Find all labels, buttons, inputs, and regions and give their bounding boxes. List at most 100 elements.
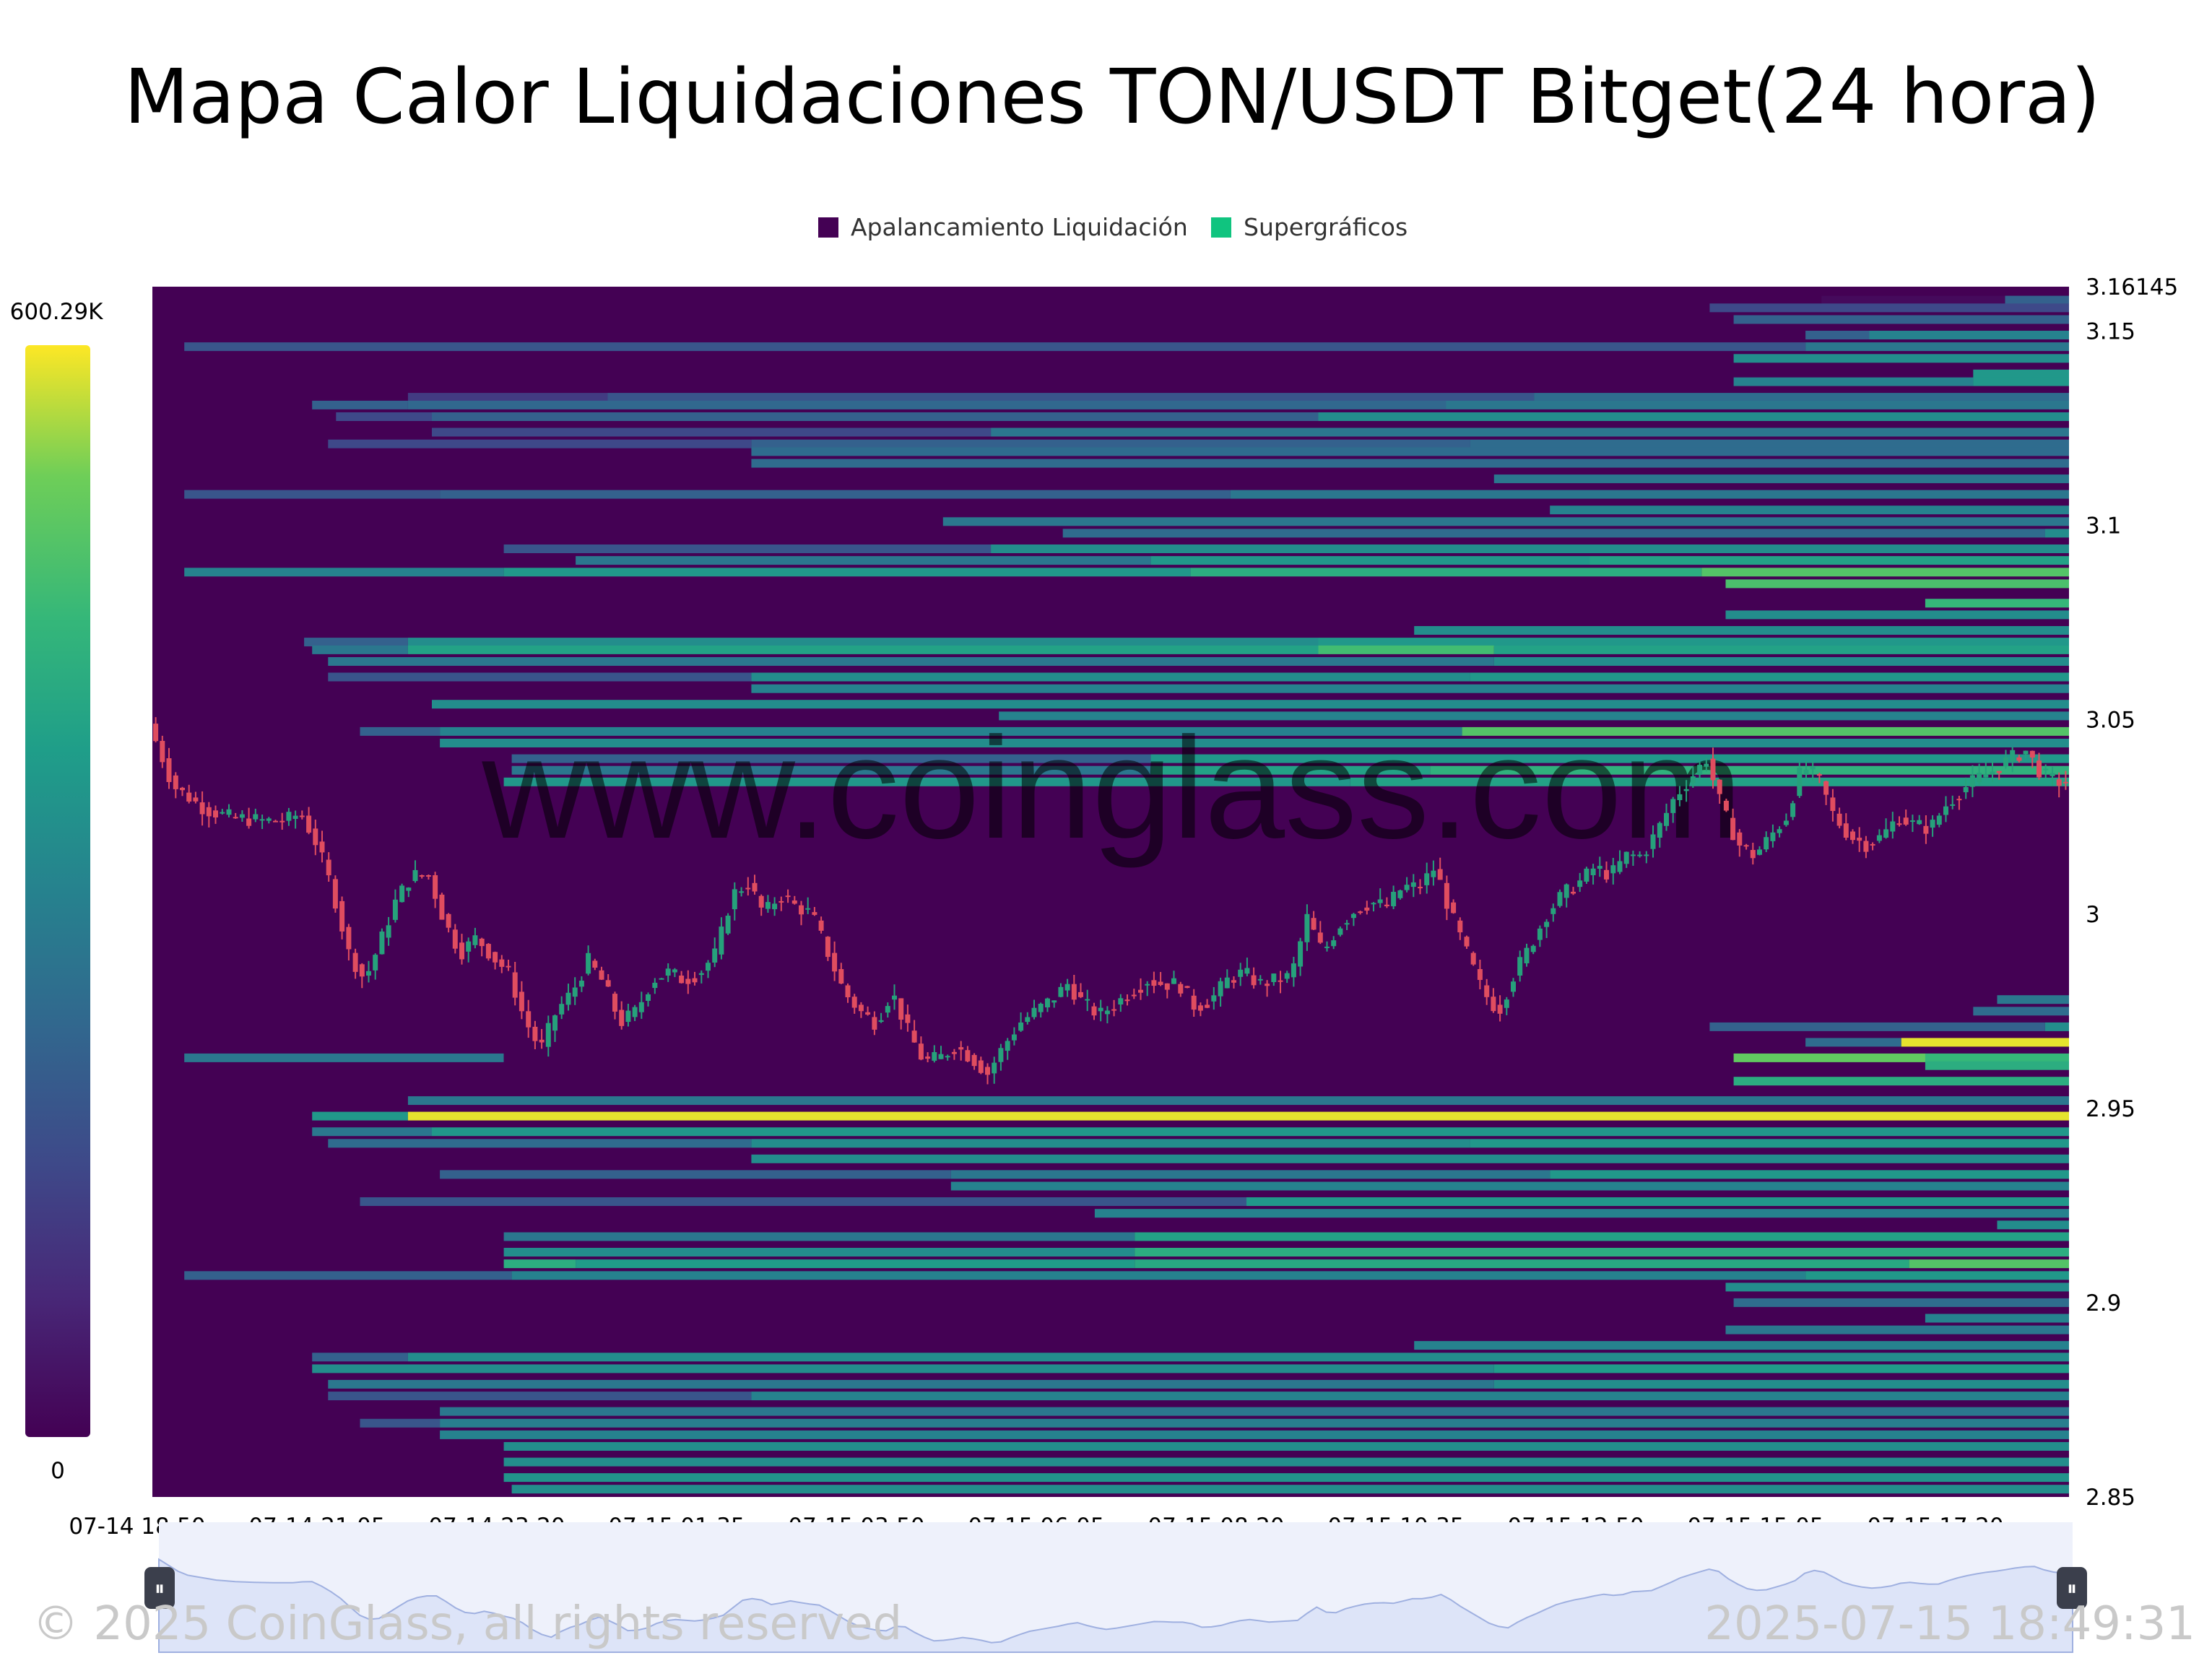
candle-body — [778, 900, 784, 903]
candle-body — [1377, 899, 1383, 903]
heatmap-band-segment — [1725, 1282, 2069, 1292]
candle-body — [1331, 940, 1337, 947]
heatmap-background — [152, 287, 2069, 1497]
heatmap-band-segment — [1318, 412, 2069, 421]
candle-body — [1590, 868, 1596, 875]
heatmap-band-segment — [328, 657, 1494, 666]
heatmap-band-segment — [1733, 315, 2069, 324]
candle-body — [472, 935, 478, 945]
candle-body — [539, 1039, 545, 1043]
heatmap-band-segment — [1925, 1053, 2069, 1062]
heatmap-band-segment — [440, 1170, 951, 1179]
candle-body — [965, 1050, 971, 1062]
legend-item-supercharts[interactable]: Supergráficos — [1211, 213, 1408, 241]
candle-body — [1650, 834, 1656, 849]
candle-body — [512, 972, 518, 998]
candle-body — [193, 797, 199, 802]
candle-body — [1231, 980, 1236, 983]
candle-body — [1437, 869, 1443, 880]
candle-body — [1876, 835, 1882, 841]
candle-body — [1131, 994, 1137, 997]
plot-area[interactable]: www.coinglass.com — [152, 287, 2069, 1497]
range-slider[interactable]: ⏸ ⏸ — [144, 1522, 2087, 1653]
heatmap-band-segment — [1997, 1220, 2069, 1230]
heatmap-band-segment — [440, 1418, 2069, 1428]
heatmap-band-segment — [1230, 490, 2069, 499]
candle-body — [1630, 854, 1636, 856]
heatmap-band-segment — [1709, 1022, 2045, 1031]
candle-body — [1431, 870, 1436, 877]
candle-body — [1011, 1034, 1017, 1041]
heatmap-band-segment — [1589, 556, 2069, 565]
candle-body — [1863, 841, 1869, 852]
candle-body — [1896, 823, 1902, 825]
heatmap-band-segment — [751, 439, 1470, 448]
svg-text:⏸: ⏸ — [2067, 1576, 2077, 1600]
legend-label-supercharts: Supergráficos — [1244, 213, 1408, 241]
candle-body — [1038, 1004, 1044, 1012]
candle-body — [1244, 968, 1250, 974]
candle-body — [1304, 913, 1310, 942]
heatmap-band-segment — [407, 645, 1319, 654]
heatmap-band-segment — [407, 638, 1319, 647]
candle-body — [858, 1004, 864, 1012]
candle-body — [559, 1004, 565, 1015]
legend-item-liquidation-leverage[interactable]: Apalancamiento Liquidación — [818, 213, 1188, 241]
legend-label-liquidation: Apalancamiento Liquidación — [851, 213, 1188, 241]
candle-body — [1830, 797, 1836, 811]
heatmap-band-segment — [1534, 393, 2069, 402]
heatmap-band-segment — [1135, 1232, 2069, 1241]
candle-body — [1178, 984, 1184, 994]
candle-body — [479, 938, 485, 947]
heatmap-band-segment — [312, 400, 408, 409]
heatmap-band-segment — [1973, 377, 2069, 386]
heatmap-band-segment — [328, 439, 752, 448]
candle-body — [239, 814, 245, 818]
candle-body — [1930, 820, 1935, 828]
heatmap-band-segment — [1805, 1271, 2069, 1280]
candle-body — [1610, 865, 1616, 874]
candle-body — [1418, 887, 1423, 889]
candle-body — [1563, 884, 1569, 898]
heatmap-band-segment — [1446, 400, 2069, 409]
candle-body — [406, 887, 412, 891]
heatmap-band-segment — [328, 1379, 1494, 1389]
candle-body — [785, 895, 791, 898]
candle-body — [1098, 1007, 1103, 1012]
copyright-text: © 2025 CoinGlass, all rights reserved — [32, 1597, 902, 1651]
candle-body — [1657, 823, 1662, 838]
watermark: www.coinglass.com — [481, 708, 1742, 869]
candle-body — [1597, 866, 1602, 869]
candle-body — [885, 1006, 890, 1013]
candle-body — [359, 964, 365, 977]
y-tick-label: 3.16145 — [2086, 274, 2178, 300]
y-tick-label: 3.15 — [2086, 319, 2135, 345]
candle-body — [1743, 845, 1749, 847]
candle-body — [1071, 984, 1077, 1000]
candle-body — [1317, 932, 1323, 943]
candle-body — [765, 902, 771, 909]
candle-body — [1257, 978, 1263, 981]
candle-body — [1710, 758, 1716, 781]
candle-body — [1171, 978, 1176, 984]
colorbar-min-label: 0 — [51, 1458, 65, 1484]
candle-body — [725, 916, 731, 934]
heatmap-band-segment — [511, 765, 1151, 775]
candle-body — [1909, 820, 1915, 823]
candle-body — [872, 1017, 877, 1030]
slider-handle-left[interactable]: ⏸ — [144, 1567, 175, 1609]
candle-body — [1291, 963, 1296, 978]
slider-handle-right[interactable]: ⏸ — [2057, 1567, 2087, 1609]
candle-body — [1664, 812, 1669, 826]
candle-body — [838, 969, 844, 984]
candle-body — [259, 819, 265, 821]
candle-body — [1111, 1009, 1117, 1011]
candle-body — [1464, 937, 1470, 947]
candle-body — [160, 741, 165, 763]
candle-body — [1251, 975, 1257, 986]
candle-body — [493, 952, 498, 963]
candle-body — [865, 1012, 871, 1015]
heatmap-band-segment — [1414, 626, 2069, 635]
heatmap-band-segment — [503, 1232, 1135, 1241]
heatmap-band-segment — [1246, 1197, 2069, 1206]
